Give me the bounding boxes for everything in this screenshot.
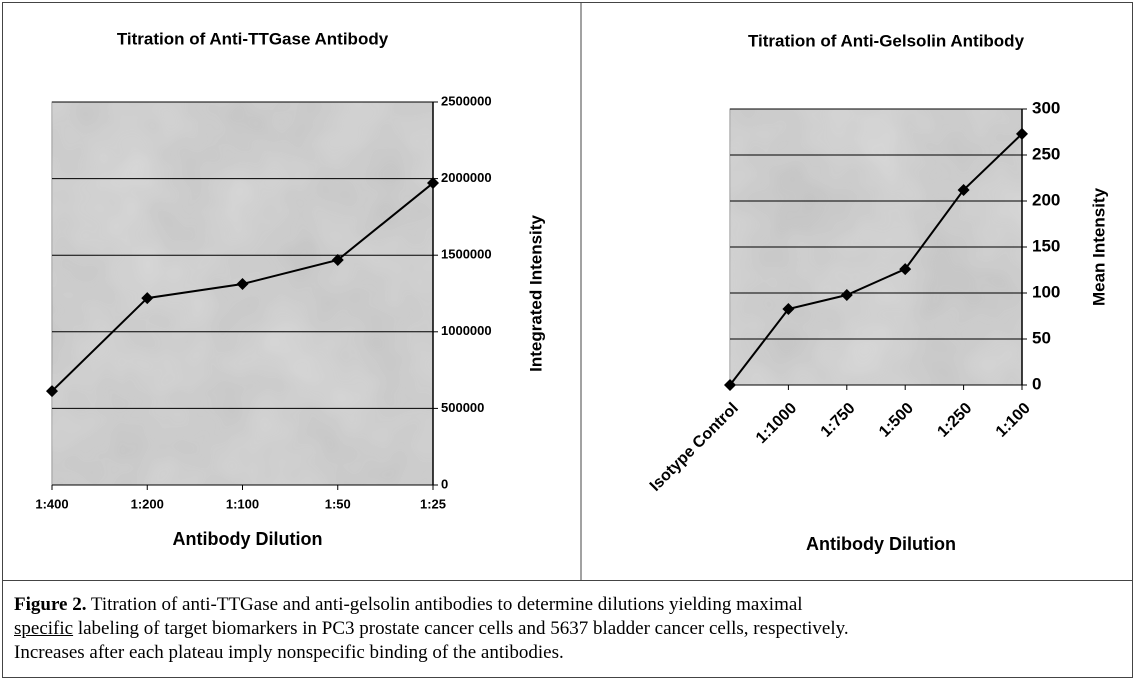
data-point xyxy=(427,177,439,190)
data-point xyxy=(899,263,912,276)
x-tick-label: 1:400 xyxy=(35,496,68,511)
data-point xyxy=(141,292,154,305)
data-point xyxy=(1016,127,1028,140)
y-tick-label: 50 xyxy=(1032,328,1051,347)
y-tick-label: 1000000 xyxy=(441,323,492,338)
data-point xyxy=(46,385,58,398)
caption: Figure 2. Titration of anti-TTGase and a… xyxy=(2,580,1133,678)
y-tick-label: 1500000 xyxy=(441,247,492,262)
y-tick-label: 0 xyxy=(441,476,448,491)
y-axis-label: Integrated Intensity xyxy=(526,215,545,372)
y-tick-label: 300 xyxy=(1032,98,1060,117)
figure-frame xyxy=(2,2,1133,678)
y-tick-label: 2000000 xyxy=(441,170,492,185)
data-point xyxy=(840,289,853,302)
caption-line: Increases after each plateau imply nonsp… xyxy=(14,641,1133,665)
caption-line: Figure 2. Titration of anti-TTGase and a… xyxy=(14,593,1133,617)
x-tick-label: 1:100 xyxy=(226,496,259,511)
caption-emphasis: specific xyxy=(14,618,74,639)
x-axis-label: Antibody Dilution xyxy=(806,534,956,554)
data-point xyxy=(331,253,344,266)
caption-label: Figure 2. xyxy=(14,594,87,615)
y-tick-label: 250 xyxy=(1032,144,1060,163)
x-tick-label: 1:100 xyxy=(993,400,1034,441)
x-axis-label: Antibody Dilution xyxy=(173,529,323,549)
x-tick-label: Isotype Control xyxy=(647,400,742,495)
x-tick-label: 1:1000 xyxy=(753,400,800,447)
data-point xyxy=(957,183,970,196)
charts: 0 500000 1000000 1500000 2000000 2500000 1:400… xyxy=(35,2,1108,580)
y-tick-label: 100 xyxy=(1032,282,1060,301)
data-point xyxy=(724,379,736,391)
caption-text: Increases after each plateau imply nonsp… xyxy=(14,642,564,663)
chart-title: Titration of Anti-TTGase Antibody xyxy=(117,29,389,48)
plot-texture xyxy=(52,102,433,485)
caption-line: specific labeling of target biomarkers i… xyxy=(14,617,1133,641)
data-line xyxy=(729,133,1023,386)
y-tick-label: 500000 xyxy=(441,400,484,415)
y-tick-label: 200 xyxy=(1032,190,1060,209)
x-tick-label: 1:750 xyxy=(818,400,859,441)
x-tick-label: 1:200 xyxy=(131,496,164,511)
x-tick-label: 1:500 xyxy=(876,400,917,441)
caption-text: labeling of target biomarkers in PC3 pro… xyxy=(73,618,849,639)
chart-title: Titration of Anti-Gelsolin Antibody xyxy=(748,31,1025,50)
x-tick-label: 1:50 xyxy=(325,496,351,511)
y-tick-label: 0 xyxy=(1032,374,1041,393)
x-tick-label: 1:250 xyxy=(934,400,975,441)
data-point xyxy=(236,278,249,291)
x-tick-label: 1:25 xyxy=(420,496,446,511)
caption-text: Titration of anti-TTGase and anti-gelsol… xyxy=(86,594,803,615)
y-tick-label: 150 xyxy=(1032,236,1060,255)
y-axis-label: Mean Intensity xyxy=(1089,187,1108,306)
data-point xyxy=(782,303,795,316)
y-tick-label: 2500000 xyxy=(441,93,492,108)
